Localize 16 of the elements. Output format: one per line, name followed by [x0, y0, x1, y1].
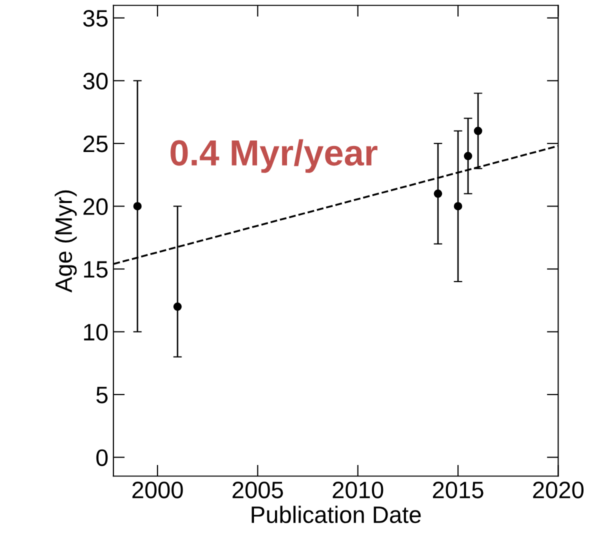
- y-tick-label: 30: [83, 72, 108, 90]
- x-tick-label: 2000: [132, 482, 183, 498]
- y-tick-label: 20: [83, 198, 108, 216]
- y-axis-title: Age (Myr): [54, 190, 77, 293]
- x-tick-label: 2005: [232, 482, 283, 498]
- y-tick-label: 10: [84, 324, 108, 341]
- x-tick-label: 2020: [533, 482, 584, 498]
- y-tick-label: 0: [96, 449, 108, 466]
- y-tick-label: 35: [83, 10, 108, 27]
- y-tick-label: 25: [83, 136, 108, 152]
- annotation: 0.4 Myr/year: [170, 139, 378, 173]
- x-axis-title: Publication Date: [252, 506, 421, 524]
- y-tick-label: 5: [96, 386, 108, 404]
- x-tick-label: 2010: [332, 482, 384, 498]
- y-tick-label: 15: [84, 261, 108, 278]
- x-tick-label: 2015: [432, 482, 484, 498]
